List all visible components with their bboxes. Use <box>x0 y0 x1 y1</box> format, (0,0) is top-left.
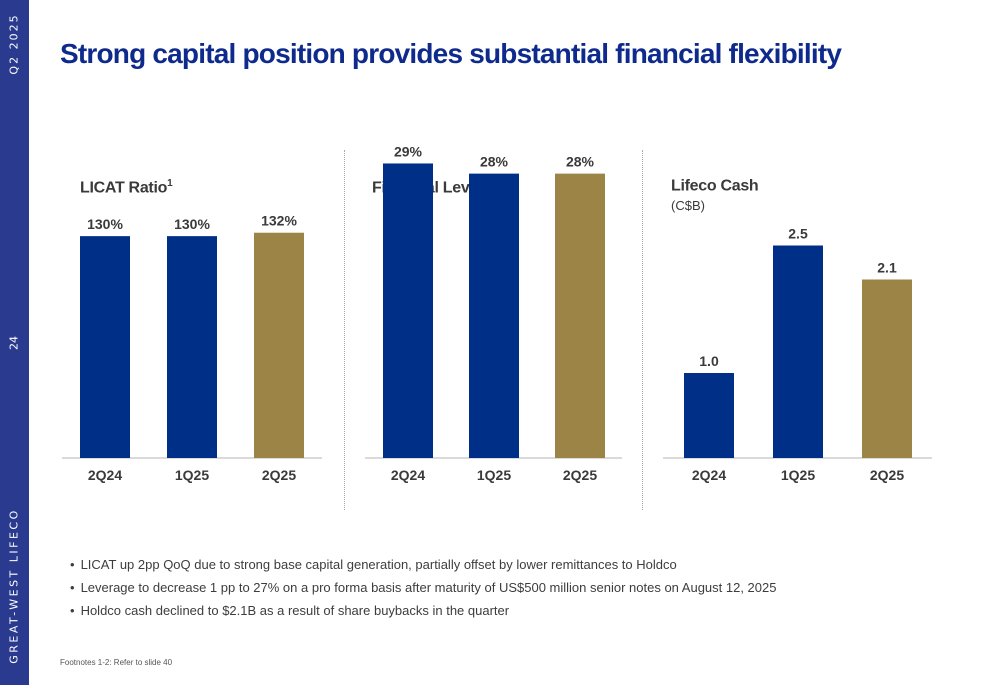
bullet-point: LICAT up 2pp QoQ due to strong base capi… <box>70 555 776 578</box>
page-title: Strong capital position provides substan… <box>60 38 842 69</box>
cash-panel-title: Lifeco Cash <box>671 177 759 195</box>
category-label: 1Q25 <box>477 467 511 483</box>
category-label: 1Q25 <box>781 467 815 483</box>
panel-divider <box>344 150 345 510</box>
category-label: 2Q25 <box>563 467 597 483</box>
licat-panel-title: LICAT Ratio1 <box>80 178 173 197</box>
category-label: 2Q24 <box>692 467 726 483</box>
key-points-list: LICAT up 2pp QoQ due to strong base capi… <box>70 555 777 624</box>
bar <box>555 173 605 458</box>
bar <box>862 279 912 458</box>
data-label: 28% <box>480 154 509 170</box>
bar <box>469 173 519 458</box>
data-label: 1.0 <box>699 353 719 369</box>
category-label: 2Q25 <box>262 467 296 483</box>
bar <box>254 232 304 458</box>
cash-panel-subtitle: (C$B) <box>671 198 705 213</box>
bullet-point: Holdco cash declined to $2.1B as a resul… <box>70 601 776 624</box>
data-label: 28% <box>566 154 595 170</box>
bar <box>773 245 823 458</box>
category-label: 2Q25 <box>870 467 904 483</box>
bar <box>684 373 734 458</box>
data-label: 132% <box>261 213 297 229</box>
data-label: 2.5 <box>788 226 808 242</box>
data-label: 130% <box>174 216 210 232</box>
sidebar: Q2 2025 24 GREAT-WEST LIFECO <box>0 0 29 685</box>
category-label: 1Q25 <box>175 467 209 483</box>
bar <box>167 236 217 458</box>
category-label: 2Q24 <box>391 467 425 483</box>
bullet-point: Leverage to decrease 1 pp to 27% on a pr… <box>70 578 777 601</box>
bar <box>80 236 130 458</box>
data-label: 2.1 <box>877 260 897 276</box>
bar <box>383 163 433 458</box>
category-label: 2Q24 <box>88 467 122 483</box>
data-label: 130% <box>87 216 123 232</box>
footnote: Footnotes 1-2: Refer to slide 40 <box>60 658 173 667</box>
panel-divider <box>642 150 643 510</box>
data-label: 29% <box>394 143 423 159</box>
